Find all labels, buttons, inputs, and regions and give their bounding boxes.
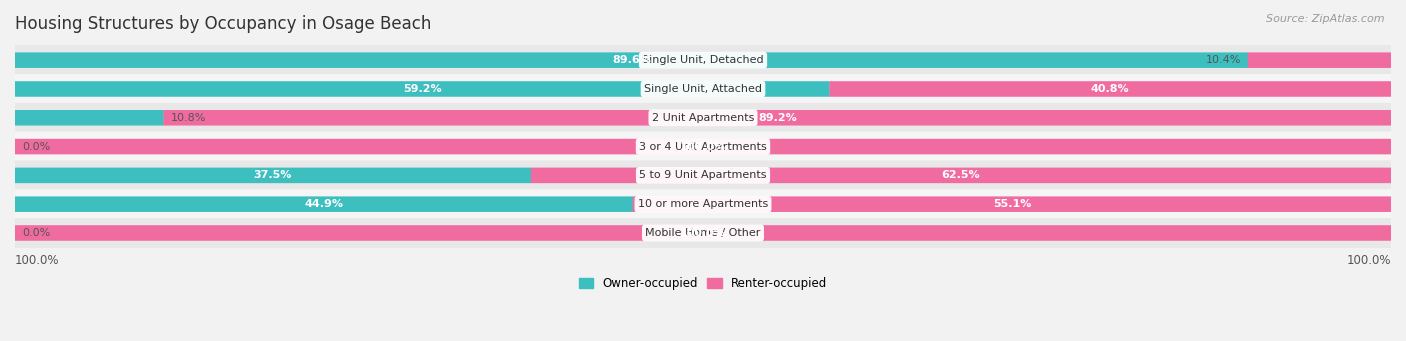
Text: 0.0%: 0.0% (22, 228, 51, 238)
FancyBboxPatch shape (1, 74, 1405, 104)
Legend: Owner-occupied, Renter-occupied: Owner-occupied, Renter-occupied (579, 277, 827, 290)
FancyBboxPatch shape (633, 196, 1391, 212)
Text: 37.5%: 37.5% (254, 170, 292, 180)
Text: Housing Structures by Occupancy in Osage Beach: Housing Structures by Occupancy in Osage… (15, 15, 432, 33)
FancyBboxPatch shape (1, 45, 1405, 75)
Text: 2 Unit Apartments: 2 Unit Apartments (652, 113, 754, 123)
FancyBboxPatch shape (15, 53, 1249, 68)
Text: Source: ZipAtlas.com: Source: ZipAtlas.com (1267, 14, 1385, 24)
FancyBboxPatch shape (15, 139, 1391, 154)
FancyBboxPatch shape (830, 81, 1391, 97)
Text: 100.0%: 100.0% (681, 228, 725, 238)
FancyBboxPatch shape (15, 196, 633, 212)
FancyBboxPatch shape (531, 168, 1391, 183)
Text: 0.0%: 0.0% (22, 142, 51, 152)
FancyBboxPatch shape (15, 225, 1391, 241)
Text: Single Unit, Attached: Single Unit, Attached (644, 84, 762, 94)
Text: 89.6%: 89.6% (612, 55, 651, 65)
Text: 59.2%: 59.2% (404, 84, 441, 94)
Text: 44.9%: 44.9% (305, 199, 343, 209)
FancyBboxPatch shape (15, 168, 531, 183)
Text: 5 to 9 Unit Apartments: 5 to 9 Unit Apartments (640, 170, 766, 180)
FancyBboxPatch shape (15, 81, 830, 97)
FancyBboxPatch shape (1, 160, 1405, 190)
Text: 3 or 4 Unit Apartments: 3 or 4 Unit Apartments (640, 142, 766, 152)
FancyBboxPatch shape (1247, 53, 1391, 68)
Text: 100.0%: 100.0% (1347, 254, 1391, 267)
FancyBboxPatch shape (1, 132, 1405, 162)
FancyBboxPatch shape (1, 103, 1405, 133)
FancyBboxPatch shape (15, 110, 163, 125)
Text: 40.8%: 40.8% (1091, 84, 1129, 94)
Text: Single Unit, Detached: Single Unit, Detached (643, 55, 763, 65)
Text: 10.8%: 10.8% (170, 113, 205, 123)
FancyBboxPatch shape (1, 218, 1405, 248)
Text: 10 or more Apartments: 10 or more Apartments (638, 199, 768, 209)
Text: Mobile Home / Other: Mobile Home / Other (645, 228, 761, 238)
Text: 100.0%: 100.0% (681, 142, 725, 152)
FancyBboxPatch shape (163, 110, 1391, 125)
Text: 62.5%: 62.5% (942, 170, 980, 180)
Text: 89.2%: 89.2% (758, 113, 797, 123)
FancyBboxPatch shape (1, 189, 1405, 219)
Text: 100.0%: 100.0% (15, 254, 59, 267)
Text: 10.4%: 10.4% (1205, 55, 1241, 65)
Text: 55.1%: 55.1% (993, 199, 1031, 209)
